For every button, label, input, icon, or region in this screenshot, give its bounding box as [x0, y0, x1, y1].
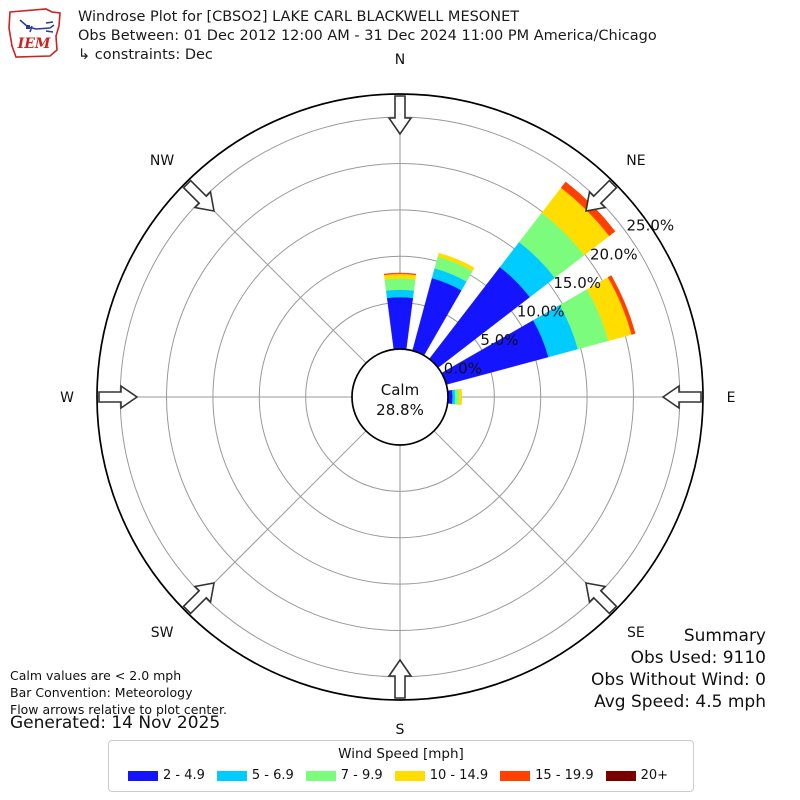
compass-label-ne: NE	[626, 153, 645, 169]
legend-item[interactable]: 2 - 4.9	[127, 768, 211, 783]
legend-items: 2 - 4.9 5 - 6.9 7 - 9.9 10 - 14.9 15 - 19.9 2…	[109, 768, 693, 783]
legend-swatch	[605, 770, 636, 781]
summary-obs-without-wind: Obs Without Wind: 0	[591, 670, 766, 691]
legend-swatch	[394, 770, 425, 781]
windrose-sector-NNE-bin3	[437, 252, 475, 272]
flow-arrow	[182, 179, 215, 212]
page-constraints: ↳ constraints: Dec	[78, 47, 213, 64]
page-title: Windrose Plot for [CBSO2] LAKE CARL BLAC…	[78, 9, 520, 25]
compass-label-n: N	[395, 52, 405, 68]
flow-arrow	[585, 179, 618, 212]
calm-circle-shape	[351, 348, 449, 446]
radial-tick-label: 20.0%	[590, 245, 638, 263]
legend-label: 20+	[640, 768, 669, 783]
legend-swatch	[216, 770, 247, 781]
footnotes: Calm values are < 2.0 mph Bar Convention…	[10, 668, 227, 719]
grid-spoke	[185, 430, 367, 612]
header-block: Windrose Plot for [CBSO2] LAKE CARL BLAC…	[78, 8, 657, 65]
summary-block: Summary Obs Used: 9110 Obs Without Wind:…	[591, 625, 766, 713]
flow-arrow	[661, 384, 702, 410]
compass-label-sw: SW	[151, 625, 174, 641]
flow-arrow-note: Flow arrows relative to plot center.	[10, 701, 227, 717]
legend-label: 10 - 14.9	[429, 768, 489, 783]
radial-tick-label: 15.0%	[553, 274, 601, 292]
generated-date: Generated: 14 Nov 2025	[10, 713, 221, 733]
legend-swatch	[500, 770, 531, 781]
legend-label: 5 - 6.9	[251, 768, 294, 783]
legend-item[interactable]: 10 - 14.9	[394, 768, 494, 783]
legend-item[interactable]: 5 - 6.9	[216, 768, 300, 783]
polar-outer-ring	[96, 93, 704, 701]
flow-arrow	[182, 582, 215, 615]
legend-item[interactable]: 20+	[605, 768, 674, 783]
legend-item[interactable]: 15 - 19.9	[500, 768, 599, 783]
legend-swatch	[127, 770, 158, 781]
grid-spoke	[433, 430, 615, 612]
windrose-sector-N-bin1	[385, 289, 415, 299]
compass-label-se: SE	[627, 625, 645, 641]
page-subtitle: Obs Between: 01 Dec 2012 12:00 AM - 31 D…	[78, 28, 657, 45]
radial-tick-label: 10.0%	[517, 302, 565, 320]
legend-label: 7 - 9.9	[340, 768, 383, 783]
compass-label-nw: NW	[150, 153, 174, 169]
legend-label: 15 - 19.9	[535, 768, 594, 783]
windrose-sector-ENE-bin4	[607, 275, 636, 335]
windrose-sector-E-bin1	[451, 389, 456, 405]
flow-arrow	[585, 582, 618, 615]
compass-label-s: S	[396, 722, 405, 738]
iem-logo: IEM	[8, 8, 61, 58]
legend-item[interactable]: 7 - 9.9	[305, 768, 389, 783]
windrose-sector-E-bin2	[454, 389, 460, 405]
legend: Wind Speed [mph] 2 - 4.9 5 - 6.9 7 - 9.9 10…	[108, 740, 694, 792]
windrose-sector-E-bin3	[458, 388, 463, 406]
flow-arrow	[387, 658, 413, 699]
flow-arrow	[387, 95, 413, 136]
windrose-sector-N-bin3	[383, 273, 417, 280]
flow-arrow	[98, 384, 139, 410]
outer-ring	[96, 93, 704, 701]
windrose-sector-N-bin2	[384, 278, 416, 291]
summary-heading: Summary	[683, 626, 766, 646]
flow-arrows	[98, 95, 702, 699]
compass-label-e: E	[727, 390, 736, 406]
radial-tick-label: 0.0%	[444, 359, 482, 377]
polar-labels: N NE E SE S SW W NW 0.0% 5.0% 10.0% 15.0% 20.0% 25.0%	[60, 52, 735, 738]
legend-swatch	[305, 770, 336, 781]
legend-title: Wind Speed [mph]	[338, 746, 464, 762]
radial-tick-label: 5.0%	[480, 331, 518, 349]
legend-label: 2 - 4.9	[162, 768, 205, 783]
compass-label-w: W	[60, 390, 74, 406]
windrose-sector-N-bin4	[383, 272, 417, 276]
calm-circle: Calm 28.8%	[351, 348, 449, 446]
windrose-sector-N-bin0	[386, 296, 414, 350]
summary-avg-speed: Avg Speed: 4.5 mph	[594, 692, 766, 713]
calm-note: Calm values are < 2.0 mph	[10, 668, 182, 683]
bar-convention-note: Bar Convention: Meteorology	[10, 684, 193, 700]
logo-text: IEM	[17, 36, 51, 52]
calm-value: 28.8%	[376, 401, 424, 419]
grid-spoke	[185, 182, 367, 364]
radial-tick-label: 25.0%	[627, 217, 675, 235]
calm-label: Calm	[381, 381, 419, 399]
summary-obs-used: Obs Used: 9110	[630, 648, 766, 669]
